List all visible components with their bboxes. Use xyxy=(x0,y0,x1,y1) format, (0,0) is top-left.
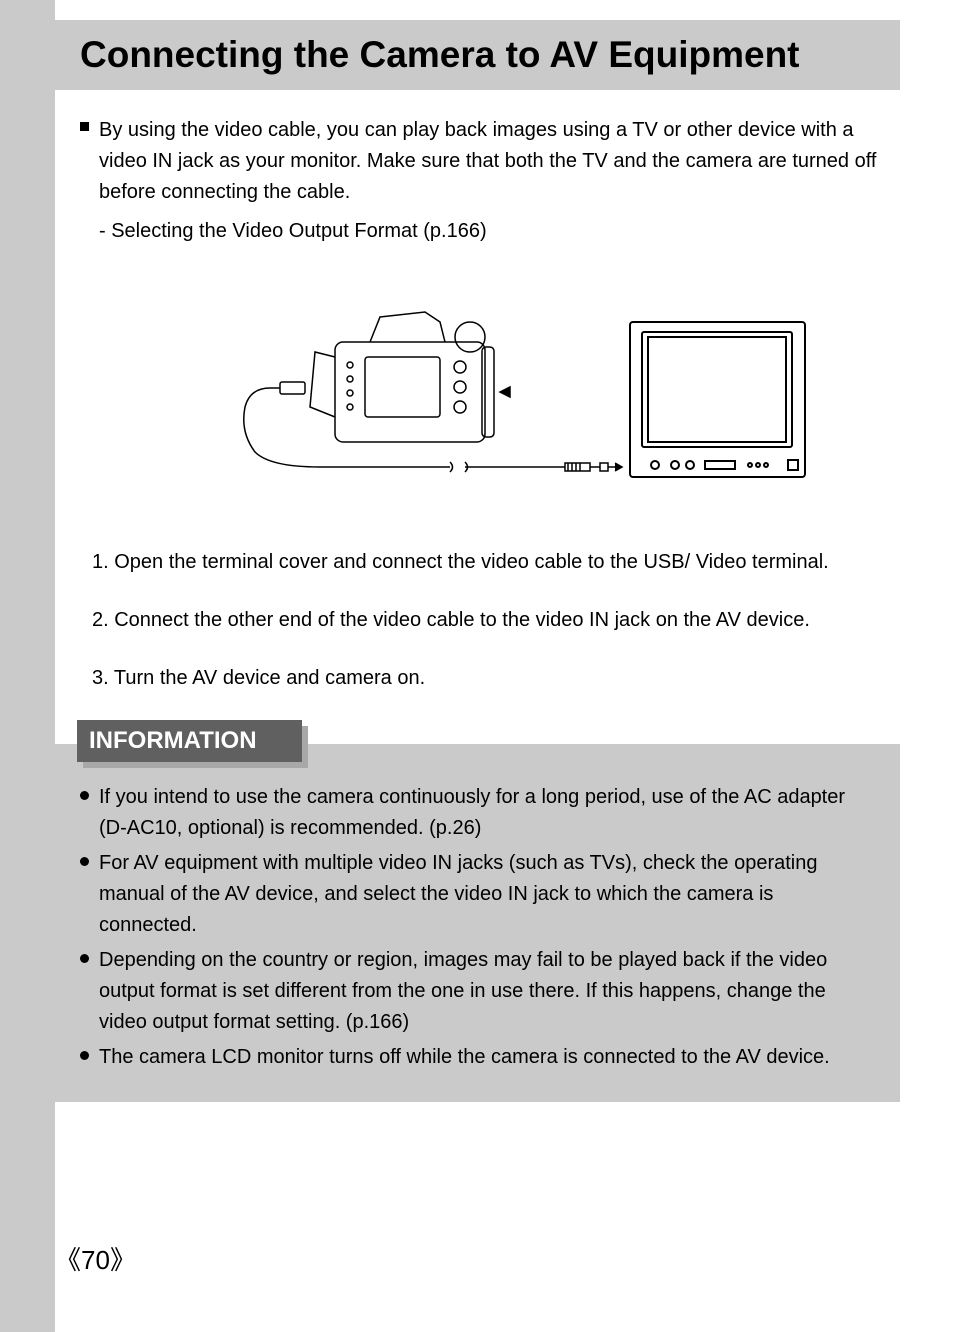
info-item-4: The camera LCD monitor turns off while t… xyxy=(80,1042,875,1073)
round-bullet-icon xyxy=(80,954,89,963)
information-header-text: INFORMATION xyxy=(89,727,257,755)
step-3: 3. Turn the AV device and camera on. xyxy=(92,663,900,693)
intro-text: By using the video cable, you can play b… xyxy=(99,115,900,208)
step-1: 1. Open the terminal cover and connect t… xyxy=(92,547,900,577)
intro-subtext: - Selecting the Video Output Format (p.1… xyxy=(99,216,900,247)
page-number: 《70》 xyxy=(55,1240,136,1277)
gray-sidebar xyxy=(0,0,55,1332)
steps-list: 1. Open the terminal cover and connect t… xyxy=(80,547,900,693)
page-number-bracket-left: 《 xyxy=(55,1245,81,1275)
page-number-value: 70 xyxy=(81,1245,110,1275)
diagram-container xyxy=(80,287,900,497)
info-text-2: For AV equipment with multiple video IN … xyxy=(99,848,875,941)
page-number-bracket-right: 》 xyxy=(110,1245,136,1275)
info-item-1: If you intend to use the camera continuo… xyxy=(80,782,875,844)
content-area: By using the video cable, you can play b… xyxy=(80,115,900,721)
square-bullet-icon xyxy=(80,122,89,131)
information-box: If you intend to use the camera continuo… xyxy=(55,744,900,1102)
page-container: Connecting the Camera to AV Equipment By… xyxy=(0,0,954,1332)
step-2: 2. Connect the other end of the video ca… xyxy=(92,605,900,635)
round-bullet-icon xyxy=(80,1051,89,1060)
info-item-2: For AV equipment with multiple video IN … xyxy=(80,848,875,941)
information-header: INFORMATION xyxy=(77,720,302,762)
info-text-1: If you intend to use the camera continuo… xyxy=(99,782,875,844)
connection-diagram-icon xyxy=(170,287,810,497)
title-bar: Connecting the Camera to AV Equipment xyxy=(55,20,900,90)
round-bullet-icon xyxy=(80,791,89,800)
info-item-3: Depending on the country or region, imag… xyxy=(80,945,875,1038)
info-text-3: Depending on the country or region, imag… xyxy=(99,945,875,1038)
info-text-4: The camera LCD monitor turns off while t… xyxy=(99,1042,830,1073)
page-title: Connecting the Camera to AV Equipment xyxy=(80,34,800,76)
round-bullet-icon xyxy=(80,857,89,866)
intro-paragraph: By using the video cable, you can play b… xyxy=(80,115,900,208)
